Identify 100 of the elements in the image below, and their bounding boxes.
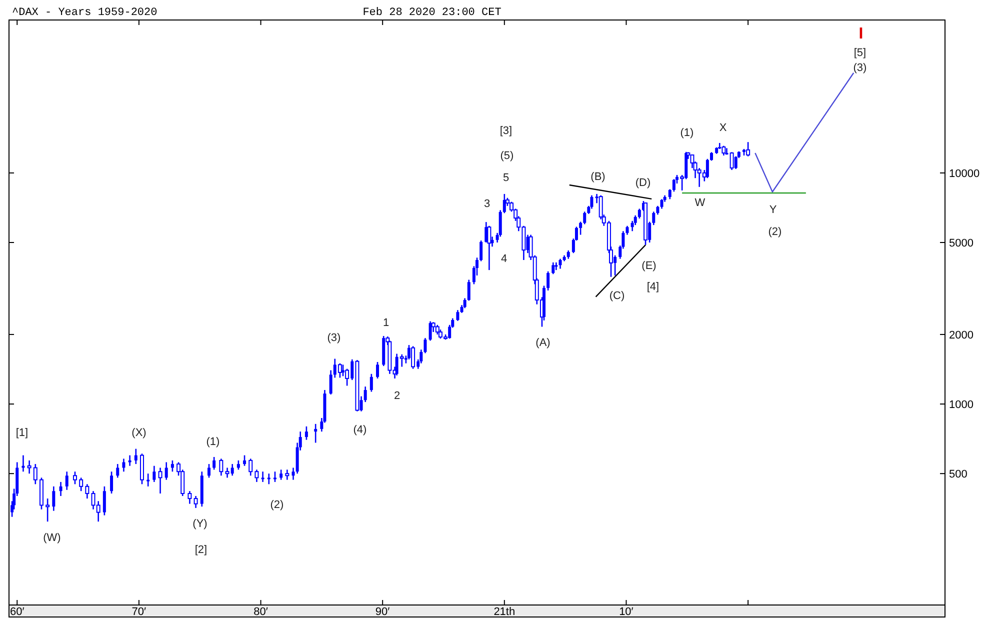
candlestick: [338, 362, 342, 378]
annotation: [2]: [194, 544, 208, 556]
candlestick: [170, 460, 174, 472]
candlestick: [72, 470, 77, 485]
annotation: (A): [536, 336, 550, 349]
annotation: (1): [206, 436, 220, 448]
y-tick-label: 500: [949, 468, 968, 481]
candlestick: [33, 463, 38, 485]
candlestick: [207, 463, 210, 478]
candlestick: [59, 481, 62, 497]
annotation: 3: [484, 198, 490, 210]
candlestick: [152, 465, 156, 483]
candlestick: [219, 458, 224, 476]
annotation: (Y): [192, 518, 208, 530]
candlestick: [79, 477, 84, 492]
annotation: [5]: [854, 46, 866, 59]
x-tick-label: 70′: [132, 606, 146, 618]
candlestick: [85, 484, 90, 500]
candlestick: [273, 470, 276, 483]
candlestick: [376, 361, 380, 380]
chart-subtitle: Feb 28 2020 23:00 CET: [362, 7, 502, 19]
annotation: I: [858, 26, 864, 43]
annotation: (4): [353, 424, 367, 436]
candlestick: [583, 210, 586, 225]
candlestick: [672, 178, 676, 192]
annotation: [1]: [16, 426, 28, 439]
candlestick: [122, 458, 126, 472]
annotation: Y: [769, 204, 778, 216]
candlestick: [261, 470, 264, 483]
candlestick: [746, 141, 750, 157]
candlestick: [480, 240, 483, 262]
candlestick: [706, 158, 709, 179]
candlestick: [110, 470, 114, 494]
candlestick: [638, 208, 641, 220]
annotation: W: [694, 196, 706, 209]
x-tick-label: 60′: [10, 606, 24, 618]
candlestick: [146, 472, 150, 488]
x-tick-label: 90′: [375, 606, 390, 618]
candlestick: [411, 346, 416, 370]
x-tick-label: 10′: [619, 606, 634, 618]
annotation: 1: [382, 316, 390, 329]
candlestick: [668, 188, 672, 200]
candlestick: [487, 225, 492, 271]
candlestick: [280, 469, 283, 480]
candlestick: [285, 469, 290, 480]
candlestick: [254, 469, 259, 483]
candlestick: [722, 145, 726, 156]
x-tick-label: 80′: [254, 606, 268, 618]
candlestick: [52, 486, 56, 512]
candlestick: [546, 270, 550, 292]
candlestick: [134, 448, 138, 465]
annotation: 5: [502, 172, 510, 184]
candlestick: [734, 156, 738, 170]
annotation: 4: [500, 252, 508, 265]
annotation: (C): [609, 290, 625, 302]
y-tick-label: 10000: [949, 168, 980, 180]
candlestick: [164, 462, 168, 480]
candlestick: [730, 152, 734, 171]
candlestick: [27, 460, 32, 474]
candlestick: [188, 490, 192, 504]
candlestick: [304, 426, 308, 440]
candlestick: [102, 486, 106, 516]
candlestick: [116, 463, 120, 478]
annotation: (5): [500, 150, 514, 162]
candlestick: [314, 423, 318, 444]
annotation: (D): [635, 176, 651, 189]
candlestick: [435, 324, 440, 336]
chart-title: ^DAX - Years 1959-2020: [12, 7, 158, 19]
annotation: (1): [680, 126, 694, 139]
candlestick: [46, 498, 50, 522]
candlestick: [236, 460, 240, 470]
annotation: (2): [768, 226, 782, 238]
candlestick: [212, 456, 216, 470]
annotation: (W): [43, 532, 61, 544]
annotation: X: [719, 122, 728, 134]
candlestick: [660, 198, 664, 210]
candlestick: [370, 373, 373, 392]
annotation: (3): [853, 62, 867, 74]
candlestick: [456, 309, 460, 322]
candlestick: [652, 210, 656, 226]
candlestick: [65, 470, 68, 491]
candlestick: [243, 454, 246, 467]
annotation: (E): [642, 260, 656, 272]
annotation: [3]: [500, 124, 512, 137]
candlestick: [267, 472, 270, 485]
candlestick: [579, 221, 582, 236]
candlestick: [248, 458, 253, 476]
annotation: (2): [270, 498, 284, 511]
candlestick: [428, 320, 432, 342]
candlestick: [558, 258, 562, 270]
candlestick: [502, 193, 506, 214]
annotation: (B): [590, 170, 606, 183]
annotation: (X): [132, 426, 146, 439]
annotation: (3): [327, 332, 341, 344]
candlestick: [158, 467, 162, 494]
y-tick-label: 5000: [949, 238, 974, 250]
annotation: [4]: [646, 280, 660, 293]
candlestick: [554, 262, 558, 271]
y-tick-label: 1000: [949, 399, 974, 412]
annotation: 2: [394, 390, 400, 402]
